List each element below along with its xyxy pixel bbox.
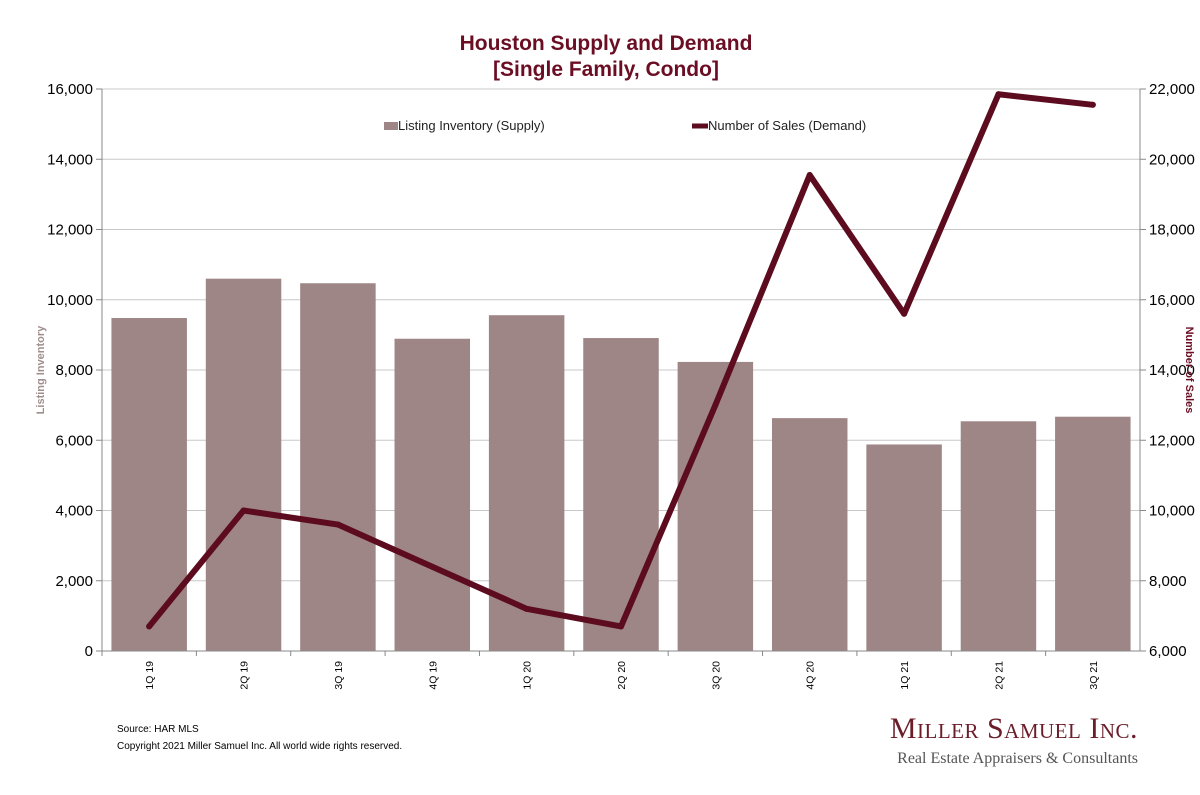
line-series	[146, 91, 1096, 630]
axes: 0 2,000 4,000 6,000 8,000 10,000 12,000 14,000 1…	[47, 81, 1195, 690]
x-tick-label: 4Q 19	[427, 661, 439, 690]
bar-supply	[111, 318, 187, 651]
x-tick-label: 1Q 21	[899, 661, 911, 690]
point-demand	[618, 623, 624, 630]
point-demand	[1089, 101, 1096, 108]
bar-supply	[300, 283, 376, 651]
y-tick-label-left: 6,000	[55, 432, 93, 449]
legend-swatch-supply	[384, 122, 398, 130]
y-tick-label-left: 8,000	[55, 362, 93, 379]
company-logo-tagline: Real Estate Appraisers & Consultants	[897, 750, 1138, 767]
point-demand	[901, 310, 908, 317]
point-demand	[334, 521, 341, 528]
point-demand	[712, 402, 719, 409]
y-tick-label-left: 10,000	[47, 292, 93, 309]
legend-label-demand: Number of Sales (Demand)	[708, 118, 866, 133]
point-demand	[429, 563, 436, 570]
bar-supply	[205, 278, 282, 651]
x-tick-label: 1Q 19	[144, 661, 156, 690]
copyright-note: Copyright 2021 Miller Samuel Inc. All wo…	[117, 741, 403, 752]
bar-supply	[583, 338, 659, 651]
x-tick-label: 3Q 20	[710, 661, 722, 690]
y-tick-label-right: 10,000	[1149, 503, 1195, 520]
x-tick-label: 3Q 21	[1088, 661, 1100, 690]
y-tick-label-right: 14,000	[1149, 362, 1195, 379]
y-axis-label-right: Number of Sales	[1183, 327, 1195, 414]
chart-title: Houston Supply and Demand	[460, 32, 753, 55]
y-tick-label-right: 18,000	[1149, 222, 1195, 239]
x-tick-label: 2Q 20	[616, 661, 628, 690]
bar-supply	[771, 418, 848, 651]
y-tick-label-right: 8,000	[1149, 573, 1187, 590]
x-tick-label: 2Q 21	[993, 661, 1005, 690]
point-demand	[523, 605, 530, 612]
legend-label-supply: Listing Inventory (Supply)	[398, 118, 545, 133]
chart-subtitle: [Single Family, Condo]	[493, 58, 719, 81]
y-tick-label-right: 6,000	[1149, 643, 1187, 660]
y-tick-label-left: 4,000	[55, 503, 93, 520]
point-demand	[240, 507, 247, 514]
y-tick-label-right: 22,000	[1149, 81, 1195, 98]
point-demand	[806, 172, 813, 179]
y-tick-label-left: 14,000	[47, 151, 93, 168]
y-tick-label-left: 12,000	[47, 222, 93, 239]
y-tick-label-right: 20,000	[1149, 151, 1195, 168]
company-logo-name: Miller Samuel Inc.	[889, 712, 1138, 745]
bar-supply	[394, 338, 471, 651]
x-tick-label: 3Q 19	[333, 661, 345, 690]
y-tick-label-right: 16,000	[1149, 292, 1195, 309]
x-tick-label: 1Q 20	[522, 661, 534, 690]
bar-supply	[866, 444, 942, 651]
y-axis-label-left: Listing Inventory	[35, 325, 47, 415]
source-note: Source: HAR MLS	[117, 724, 199, 735]
bar-supply	[488, 315, 565, 651]
point-demand	[995, 91, 1002, 98]
bar-series	[111, 278, 1131, 651]
y-tick-label-right: 12,000	[1149, 432, 1195, 449]
bar-supply	[1055, 416, 1131, 651]
bar-supply	[960, 421, 1037, 651]
y-tick-label-left: 2,000	[55, 573, 93, 590]
y-tick-label-left: 0	[85, 643, 93, 660]
y-tick-label-left: 16,000	[47, 81, 93, 98]
x-tick-label: 4Q 20	[805, 661, 817, 690]
legend: Listing Inventory (Supply) Number of Sal…	[384, 118, 866, 133]
x-tick-label: 2Q 19	[239, 661, 251, 690]
point-demand	[146, 623, 153, 630]
